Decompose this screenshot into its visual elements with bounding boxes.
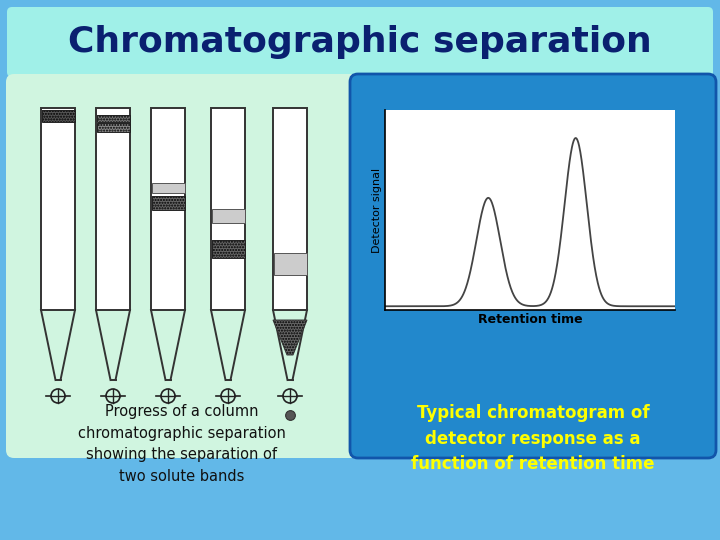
Bar bbox=[212, 209, 245, 223]
Bar bbox=[212, 240, 245, 258]
Bar bbox=[96, 123, 130, 132]
Bar bbox=[96, 115, 130, 122]
Bar bbox=[151, 196, 184, 210]
Bar bbox=[96, 123, 130, 132]
Bar bbox=[211, 108, 245, 310]
Bar bbox=[151, 196, 184, 210]
Bar bbox=[151, 183, 184, 193]
FancyBboxPatch shape bbox=[7, 7, 713, 77]
Bar bbox=[274, 253, 307, 275]
Polygon shape bbox=[273, 320, 307, 355]
Bar bbox=[41, 108, 75, 310]
X-axis label: Retention time: Retention time bbox=[477, 313, 582, 326]
Bar bbox=[42, 110, 74, 122]
Bar bbox=[96, 115, 130, 122]
Bar bbox=[42, 110, 74, 122]
FancyBboxPatch shape bbox=[350, 74, 716, 458]
Bar bbox=[212, 240, 245, 258]
FancyBboxPatch shape bbox=[6, 74, 358, 458]
Bar bbox=[151, 108, 185, 310]
Text: Typical chromatogram of
detector response as a
function of retention time: Typical chromatogram of detector respons… bbox=[411, 404, 654, 474]
Y-axis label: Detector signal: Detector signal bbox=[372, 167, 382, 253]
Bar bbox=[273, 108, 307, 310]
Text: Progress of a column
chromatographic separation
showing the separation of
two so: Progress of a column chromatographic sep… bbox=[78, 404, 286, 484]
Text: Chromatographic separation: Chromatographic separation bbox=[68, 25, 652, 59]
Bar bbox=[96, 108, 130, 310]
